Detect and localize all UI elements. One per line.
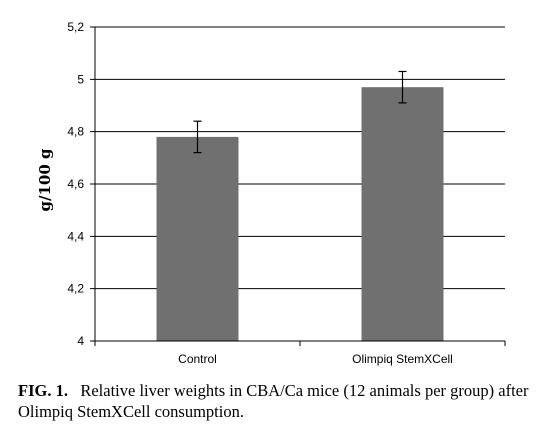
bar [157,137,239,341]
y-axis-title: g/100 g [36,148,54,212]
y-tick-label: 4 [77,334,84,348]
caption-text: Relative liver weights in CBA/Ca mice (1… [18,381,528,421]
y-tick-label: 4,6 [67,177,84,191]
y-tick-label: 4,8 [67,125,84,139]
bars [157,87,444,341]
x-tick-label: Control [178,352,217,366]
y-tick-label: 4,2 [67,282,84,296]
figure-caption: FIG. 1. Relative liver weights in CBA/Ca… [18,380,543,422]
bar [362,87,444,341]
y-tick-label: 4,4 [67,229,84,243]
y-tick-labels: 4 4,2 4,4 4,6 4,8 5 5,2 [67,20,84,348]
y-tick-label: 5 [77,72,84,86]
caption-label: FIG. 1. [18,381,68,400]
bar-chart: 4 4,2 4,4 4,6 4,8 5 5,2 Control Olimpiq StemXCe… [0,0,555,380]
x-tick-label: Olimpiq StemXCell [352,352,453,366]
y-tick-label: 5,2 [67,20,84,34]
x-tick-labels: Control Olimpiq StemXCell [95,341,505,366]
